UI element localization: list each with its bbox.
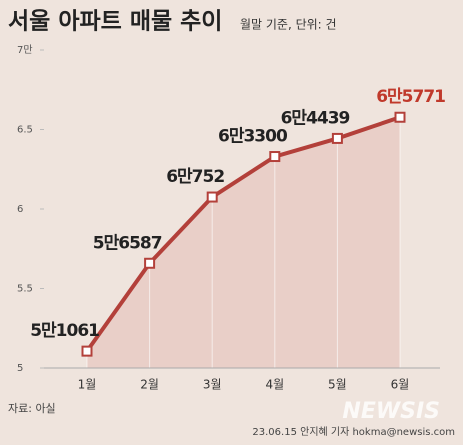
chart-title: 서울 아파트 매물 추이 bbox=[8, 9, 222, 35]
x-tick-label: 4월 bbox=[265, 378, 284, 392]
value-label: 6만3300 bbox=[218, 127, 288, 147]
x-tick-label: 5월 bbox=[328, 378, 347, 392]
x-tick-label: 1월 bbox=[78, 378, 97, 392]
y-tick-label: 5.5 bbox=[17, 284, 33, 295]
marker bbox=[206, 191, 218, 203]
marker bbox=[144, 257, 156, 269]
y-tick-label: 6.5 bbox=[17, 125, 33, 136]
y-tick-label: 5 bbox=[17, 363, 23, 374]
value-label: 6만4439 bbox=[281, 108, 350, 128]
marker bbox=[269, 151, 281, 163]
marker bbox=[331, 132, 343, 144]
marker bbox=[81, 345, 93, 357]
x-tick-label: 2월 bbox=[140, 378, 159, 392]
value-label: 6만5771 bbox=[376, 87, 445, 107]
chart-subtitle: 월말 기준, 단위: 건 bbox=[240, 18, 337, 32]
credit: 23.06.15 안지혜 기자 hokma@newsis.com bbox=[252, 426, 455, 438]
x-tick-label: 3월 bbox=[203, 378, 222, 392]
value-label: 5만6587 bbox=[93, 233, 162, 253]
value-label: 5만1061 bbox=[30, 321, 99, 341]
y-tick-label: 7만 bbox=[17, 44, 33, 56]
marker bbox=[394, 111, 406, 123]
source: 자료: 아실 bbox=[8, 402, 56, 415]
area bbox=[87, 117, 400, 369]
x-tick-label: 6월 bbox=[391, 378, 410, 392]
line bbox=[85, 115, 401, 353]
y-tick-label: 6 bbox=[17, 204, 23, 215]
value-label: 6만752 bbox=[166, 167, 224, 187]
watermark: NEWSIS bbox=[342, 399, 440, 424]
